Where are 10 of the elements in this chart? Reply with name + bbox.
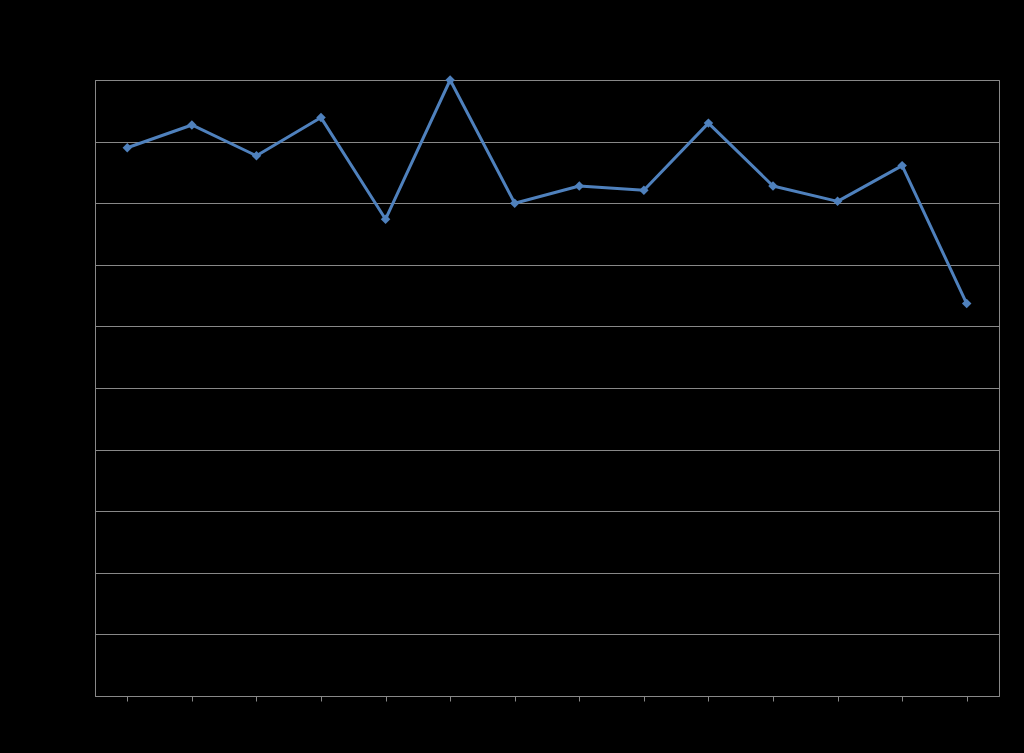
point xyxy=(509,198,520,208)
point xyxy=(961,298,972,309)
point xyxy=(639,185,649,196)
point xyxy=(316,112,326,123)
point xyxy=(897,160,907,171)
point xyxy=(122,143,133,153)
point xyxy=(703,118,714,128)
point xyxy=(832,196,843,207)
point xyxy=(251,151,262,161)
point xyxy=(380,214,391,224)
